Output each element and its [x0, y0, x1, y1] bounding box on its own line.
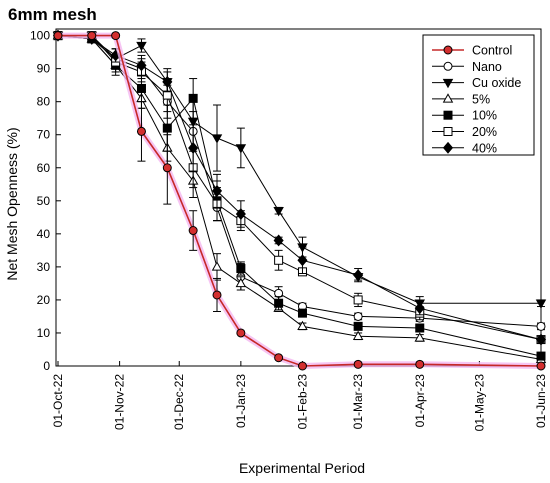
legend-marker	[443, 45, 453, 55]
data-point	[136, 41, 147, 52]
legend-marker	[442, 78, 454, 89]
legend-entry: 5%	[432, 92, 490, 106]
data-point	[236, 328, 246, 338]
y-tick-label: 0	[43, 359, 50, 373]
data-point	[353, 295, 363, 305]
legend-box	[422, 34, 535, 156]
legend-marker	[443, 127, 453, 136]
data-point	[274, 298, 284, 308]
x-tick-label: 01-Nov-22	[113, 374, 127, 430]
y-tick-label: 60	[37, 161, 51, 175]
data-point	[353, 269, 364, 282]
data-point	[297, 361, 307, 371]
data-point	[211, 261, 223, 271]
data-point	[415, 323, 425, 333]
data-point	[535, 333, 547, 346]
data-point	[535, 299, 547, 309]
data-point	[352, 330, 364, 340]
x-tick-label: 01-Oct-22	[51, 374, 65, 428]
data-point	[297, 320, 308, 331]
y-tick-label: 20	[37, 293, 51, 307]
data-point	[297, 308, 307, 318]
y-tick-label: 90	[37, 62, 51, 76]
data-point	[414, 302, 425, 315]
x-tick-label: 01-Mar-23	[351, 374, 365, 430]
legend-entry: 20%	[432, 125, 497, 139]
plot-area: 0 10 20 30 40 50 60 70 80 90 100 01-Oct-22 01-Nov-22…	[30, 28, 548, 432]
x-tick-label: 01-May-23	[472, 374, 486, 432]
legend-entry: Control	[432, 44, 512, 58]
legend-label: 20%	[472, 125, 497, 139]
data-point	[536, 321, 546, 331]
data-point	[162, 90, 172, 100]
data-point	[415, 359, 425, 369]
data-point	[235, 208, 246, 220]
data-point	[353, 321, 363, 331]
data-point	[235, 277, 247, 288]
legend-marker	[443, 110, 453, 120]
legend-entry: Cu oxide	[432, 76, 521, 90]
legend-label: Control	[472, 44, 512, 58]
y-tick-label: 50	[37, 194, 51, 208]
legend-label: 10%	[472, 109, 497, 123]
series-40	[52, 29, 547, 346]
x-axis-label: Experimental Period	[239, 460, 365, 476]
data-point	[235, 144, 247, 154]
data-point	[111, 31, 121, 41]
data-point	[274, 353, 284, 363]
data-point	[136, 126, 146, 136]
y-tick-label: 80	[37, 95, 51, 109]
legend-label: Nano	[472, 60, 502, 74]
data-point	[212, 290, 222, 300]
legend-entry: 40%	[432, 141, 497, 155]
y-tick-label: 100	[30, 29, 50, 43]
legend-entry: Nano	[432, 60, 502, 74]
data-point	[536, 351, 546, 361]
legend-entry: 10%	[432, 109, 497, 123]
data-point	[188, 141, 199, 154]
y-tick-label: 10	[37, 326, 51, 340]
chart-title: 6mm mesh	[8, 5, 97, 24]
data-point	[536, 361, 546, 371]
data-point	[87, 31, 97, 41]
legend: Control Nano Cu oxide 5% 10% 20% 40%	[422, 34, 535, 156]
data-point	[188, 226, 198, 236]
data-point	[136, 83, 146, 93]
data-point	[53, 31, 63, 41]
data-point	[274, 288, 284, 298]
data-point	[273, 234, 284, 247]
y-tick-label: 70	[37, 128, 51, 142]
data-point	[353, 359, 363, 369]
data-point	[236, 264, 246, 274]
data-point	[162, 163, 172, 173]
data-point	[273, 207, 284, 217]
y-axis-label: Net Mesh Openness (%)	[4, 127, 20, 280]
x-tick-label: 01-Jan-23	[234, 374, 248, 428]
data-point	[188, 93, 198, 103]
data-point	[211, 184, 223, 197]
data-point	[274, 255, 284, 265]
data-point	[211, 134, 223, 144]
data-point	[414, 332, 426, 342]
data-point	[136, 59, 147, 72]
legend-marker	[442, 93, 454, 103]
y-tick-label: 40	[37, 227, 51, 241]
x-tick-label: 01-Feb-23	[295, 374, 309, 430]
legend-marker	[443, 61, 453, 71]
legend-marker	[442, 141, 454, 154]
data-point	[297, 254, 308, 267]
data-point	[162, 123, 172, 133]
data-point	[353, 311, 363, 321]
x-tick-label: 01-Apr-23	[413, 374, 427, 428]
legend-label: 5%	[472, 92, 490, 106]
data-point	[162, 75, 173, 88]
x-tick-label: 01-Dec-22	[172, 374, 186, 430]
series-control	[53, 31, 546, 371]
legend-label: Cu oxide	[472, 76, 521, 90]
y-tick-label: 30	[37, 260, 51, 274]
x-tick-label: 01-Jun-23	[534, 374, 548, 428]
legend-label: 40%	[472, 141, 497, 155]
